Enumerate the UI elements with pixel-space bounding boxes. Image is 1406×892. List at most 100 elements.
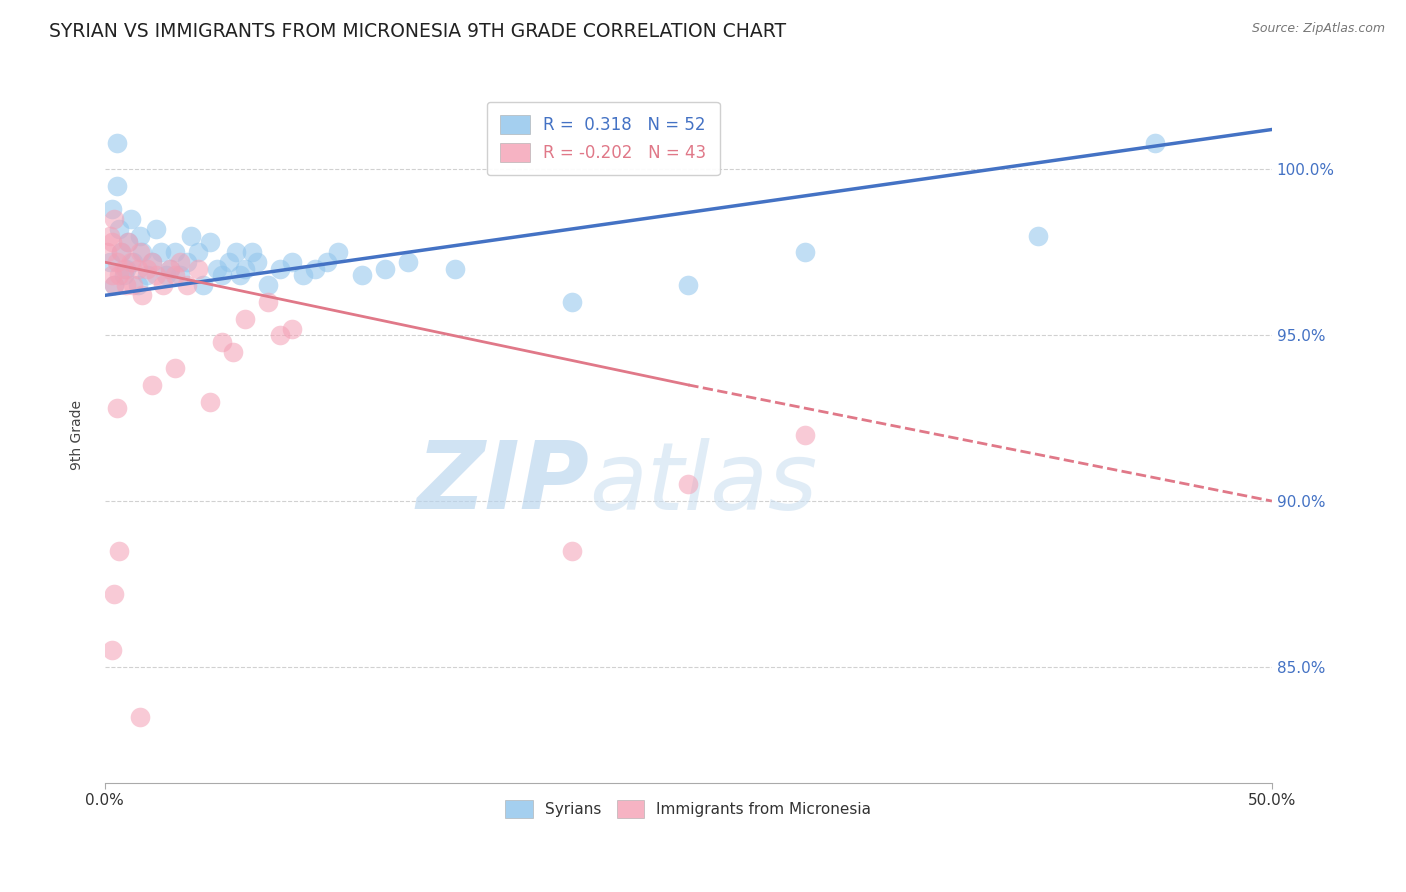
Point — [155, 268, 177, 283]
Point — [103, 212, 125, 227]
Point — [105, 401, 128, 416]
Point — [269, 261, 291, 276]
Point — [101, 268, 124, 283]
Point — [269, 328, 291, 343]
Point — [105, 255, 128, 269]
Point — [233, 261, 256, 276]
Point — [121, 278, 143, 293]
Point — [304, 261, 326, 276]
Legend: Syrians, Immigrants from Micronesia: Syrians, Immigrants from Micronesia — [499, 794, 877, 824]
Point — [176, 278, 198, 293]
Point — [187, 245, 209, 260]
Point — [127, 261, 149, 276]
Point — [98, 255, 121, 269]
Point — [105, 178, 128, 193]
Point — [374, 261, 396, 276]
Text: Source: ZipAtlas.com: Source: ZipAtlas.com — [1251, 22, 1385, 36]
Point — [141, 255, 163, 269]
Point — [561, 295, 583, 310]
Point — [211, 268, 233, 283]
Point — [135, 261, 157, 276]
Point — [131, 288, 153, 302]
Point — [163, 245, 186, 260]
Point — [240, 245, 263, 260]
Point — [561, 544, 583, 558]
Point — [169, 268, 191, 283]
Point — [163, 361, 186, 376]
Point — [127, 278, 149, 293]
Text: SYRIAN VS IMMIGRANTS FROM MICRONESIA 9TH GRADE CORRELATION CHART: SYRIAN VS IMMIGRANTS FROM MICRONESIA 9TH… — [49, 22, 786, 41]
Point — [96, 245, 118, 260]
Point — [121, 255, 143, 269]
Point — [1028, 228, 1050, 243]
Point — [115, 278, 138, 293]
Text: atlas: atlas — [589, 438, 817, 529]
Point — [218, 255, 240, 269]
Point — [110, 245, 132, 260]
Point — [112, 261, 135, 276]
Point — [233, 311, 256, 326]
Point — [141, 255, 163, 269]
Point — [245, 255, 267, 269]
Point — [135, 268, 157, 283]
Point — [678, 278, 700, 293]
Point — [145, 268, 167, 283]
Point — [101, 235, 124, 250]
Point — [187, 261, 209, 276]
Point — [108, 544, 131, 558]
Point — [117, 235, 139, 250]
Point — [205, 261, 228, 276]
Point — [128, 245, 150, 260]
Point — [103, 278, 125, 293]
Point — [98, 228, 121, 243]
Point — [198, 394, 221, 409]
Point — [103, 278, 125, 293]
Point — [169, 255, 191, 269]
Point — [141, 378, 163, 392]
Point — [180, 228, 202, 243]
Point — [108, 268, 131, 283]
Point — [350, 268, 373, 283]
Point — [117, 235, 139, 250]
Point — [105, 136, 128, 150]
Point — [280, 321, 302, 335]
Point — [222, 344, 245, 359]
Point — [1144, 136, 1167, 150]
Point — [101, 202, 124, 216]
Point — [315, 255, 337, 269]
Point — [103, 587, 125, 601]
Point — [159, 261, 181, 276]
Point — [191, 278, 214, 293]
Y-axis label: 9th Grade: 9th Grade — [70, 400, 84, 470]
Point — [110, 245, 132, 260]
Point — [292, 268, 315, 283]
Point — [128, 709, 150, 723]
Point — [794, 427, 817, 442]
Point — [108, 222, 131, 236]
Point — [163, 268, 186, 283]
Point — [229, 268, 252, 283]
Point — [112, 268, 135, 283]
Text: ZIP: ZIP — [416, 437, 589, 530]
Point — [120, 212, 142, 227]
Point — [145, 222, 167, 236]
Point — [794, 245, 817, 260]
Point — [128, 228, 150, 243]
Point — [101, 643, 124, 657]
Point — [115, 261, 138, 276]
Point — [444, 261, 467, 276]
Point — [176, 255, 198, 269]
Point — [198, 235, 221, 250]
Point — [211, 334, 233, 349]
Point — [131, 245, 153, 260]
Point — [149, 245, 172, 260]
Point — [280, 255, 302, 269]
Point — [159, 261, 181, 276]
Point — [678, 477, 700, 491]
Point — [257, 295, 280, 310]
Point — [257, 278, 280, 293]
Point — [120, 255, 142, 269]
Point — [152, 278, 174, 293]
Point — [225, 245, 247, 260]
Point — [328, 245, 350, 260]
